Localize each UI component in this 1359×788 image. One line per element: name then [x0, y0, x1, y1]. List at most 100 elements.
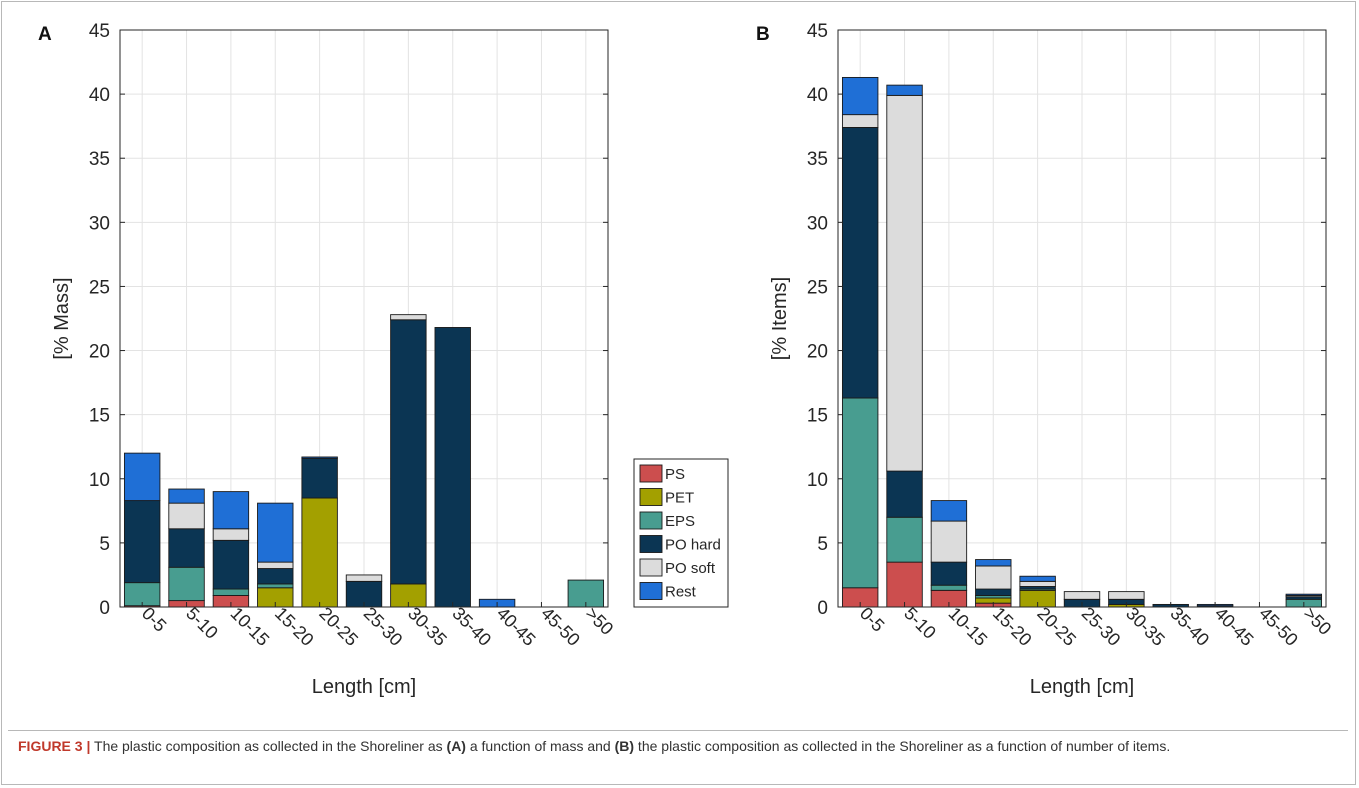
bar-po-soft-2 — [212, 528, 250, 541]
y-tick-label: 0 — [99, 598, 110, 619]
bar-rest-0 — [841, 76, 879, 116]
bar-po-soft-5 — [1063, 591, 1101, 600]
bar-rest-2 — [212, 491, 250, 530]
legend: PS PET EPS PO hard PO soft Rest — [633, 458, 729, 608]
bar-po-hard-7 — [434, 327, 471, 608]
legend-swatch-pet — [639, 488, 663, 506]
bar-po-soft-5 — [345, 574, 383, 582]
legend-swatch-posoft — [639, 558, 663, 577]
x-tick-label: 45-50 — [537, 603, 584, 650]
bar-po-soft-4 — [1019, 580, 1056, 587]
panel-label: B — [756, 24, 770, 45]
y-tick-label: 35 — [807, 149, 828, 170]
y-tick-label: 15 — [807, 406, 828, 427]
caption-text-2: a function of mass and — [465, 738, 615, 754]
y-axis-label: [% Items] — [769, 277, 791, 360]
y-tick-label: 10 — [807, 470, 828, 491]
x-tick-label: 10-15 — [227, 603, 274, 650]
caption-label: FIGURE 3 | — [18, 738, 91, 754]
x-tick-label: 25-30 — [360, 603, 407, 650]
bar-rest-3 — [975, 559, 1012, 567]
x-tick-label: >50 — [582, 603, 618, 639]
y-tick-label: 10 — [89, 470, 110, 491]
figure-caption: FIGURE 3 | The plastic composition as co… — [18, 736, 1338, 757]
bar-eps-2 — [212, 588, 250, 596]
bar-po-hard-3 — [975, 588, 1012, 596]
bar-rest-1 — [886, 84, 923, 96]
y-tick-label: 25 — [807, 277, 828, 298]
x-tick-label: 0-5 — [856, 603, 889, 636]
caption-ref-b: (B) — [614, 738, 635, 754]
x-axis-label: Length [cm] — [312, 676, 417, 698]
bar-po-hard-4 — [301, 457, 338, 499]
x-tick-label: 0-5 — [138, 603, 171, 636]
x-tick-label: 20-25 — [315, 603, 362, 650]
bar-po-soft-2 — [930, 520, 968, 563]
y-tick-label: 30 — [89, 213, 110, 234]
bar-eps-2 — [930, 584, 968, 591]
y-tick-label: 45 — [89, 21, 110, 42]
bar-eps-1 — [886, 516, 923, 563]
legend-label-eps: EPS — [665, 513, 695, 530]
legend-swatch-pohard — [639, 535, 663, 553]
x-tick-label: 10-15 — [945, 603, 992, 650]
y-tick-label: 45 — [807, 21, 828, 42]
y-tick-label: 25 — [89, 277, 110, 298]
legend-label-rest: Rest — [665, 584, 697, 601]
legend-label-pet: PET — [665, 490, 694, 507]
bar-po-hard-0 — [841, 126, 879, 399]
bar-po-soft-0 — [841, 114, 879, 128]
x-tick-label: 15-20 — [271, 603, 318, 650]
x-tick-label: 45-50 — [1255, 603, 1302, 650]
y-tick-label: 40 — [807, 85, 828, 106]
caption-ref-a: (A) — [446, 738, 466, 754]
x-tick-label: 15-20 — [989, 603, 1036, 650]
chart-panel-a: 0 5 10 15 20 25 30 35 40 45 0-5 5-10 10-1515-2020-25… — [38, 21, 617, 698]
y-tick-label: 15 — [89, 406, 110, 427]
bar-po-hard-3 — [257, 568, 294, 585]
x-tick-label: 30-35 — [404, 603, 451, 650]
bar-rest-1 — [168, 488, 205, 504]
chart-panel-b: 0 5 10 15 20 25 30 35 40 45 0-5 5-10 10-1515-2020-25… — [756, 21, 1335, 698]
x-tick-label: 25-30 — [1078, 603, 1125, 650]
bar-rest-4 — [1019, 575, 1056, 582]
x-tick-label: 5-10 — [900, 603, 940, 643]
y-tick-label: 20 — [89, 342, 110, 363]
y-tick-label: 40 — [89, 85, 110, 106]
y-tick-label: 30 — [807, 213, 828, 234]
bar-po-soft-6 — [390, 314, 427, 321]
bar-po-hard-1 — [168, 528, 205, 568]
x-tick-label: 5-10 — [182, 603, 222, 643]
y-tick-label: 5 — [99, 534, 110, 555]
legend-swatch-ps — [639, 464, 663, 483]
y-tick-label: 35 — [89, 149, 110, 170]
bar-po-soft-3 — [257, 561, 294, 569]
bar-po-hard-2 — [212, 539, 250, 590]
x-tick-label: 40-45 — [1211, 603, 1258, 650]
bar-rest-0 — [123, 452, 161, 502]
legend-swatch-rest — [639, 582, 663, 600]
bar-eps-3 — [257, 583, 294, 589]
caption-divider — [8, 730, 1348, 731]
bar-rest-10 — [1285, 593, 1323, 596]
legend-label-ps: PS — [665, 466, 685, 483]
bar-pet-4 — [301, 497, 338, 608]
x-tick-label: 30-35 — [1122, 603, 1169, 650]
bar-eps-1 — [168, 566, 205, 602]
bar-eps-0 — [841, 397, 879, 589]
y-tick-label: 0 — [817, 598, 828, 619]
y-tick-label: 20 — [807, 342, 828, 363]
y-axis-label: [% Mass] — [51, 277, 73, 359]
bar-po-soft-6 — [1108, 591, 1145, 600]
x-axis-label: Length [cm] — [1030, 676, 1135, 698]
bar-rest-2 — [930, 500, 968, 522]
bar-rest-3 — [257, 502, 294, 563]
bar-po-hard-0 — [123, 500, 161, 584]
y-tick-label: 5 — [817, 534, 828, 555]
bar-ps-1 — [886, 561, 923, 608]
x-tick-label: 35-40 — [1166, 603, 1213, 650]
bar-po-soft-1 — [886, 94, 923, 472]
legend-label-posoft: PO soft — [665, 560, 716, 577]
bar-po-soft-3 — [975, 565, 1012, 590]
